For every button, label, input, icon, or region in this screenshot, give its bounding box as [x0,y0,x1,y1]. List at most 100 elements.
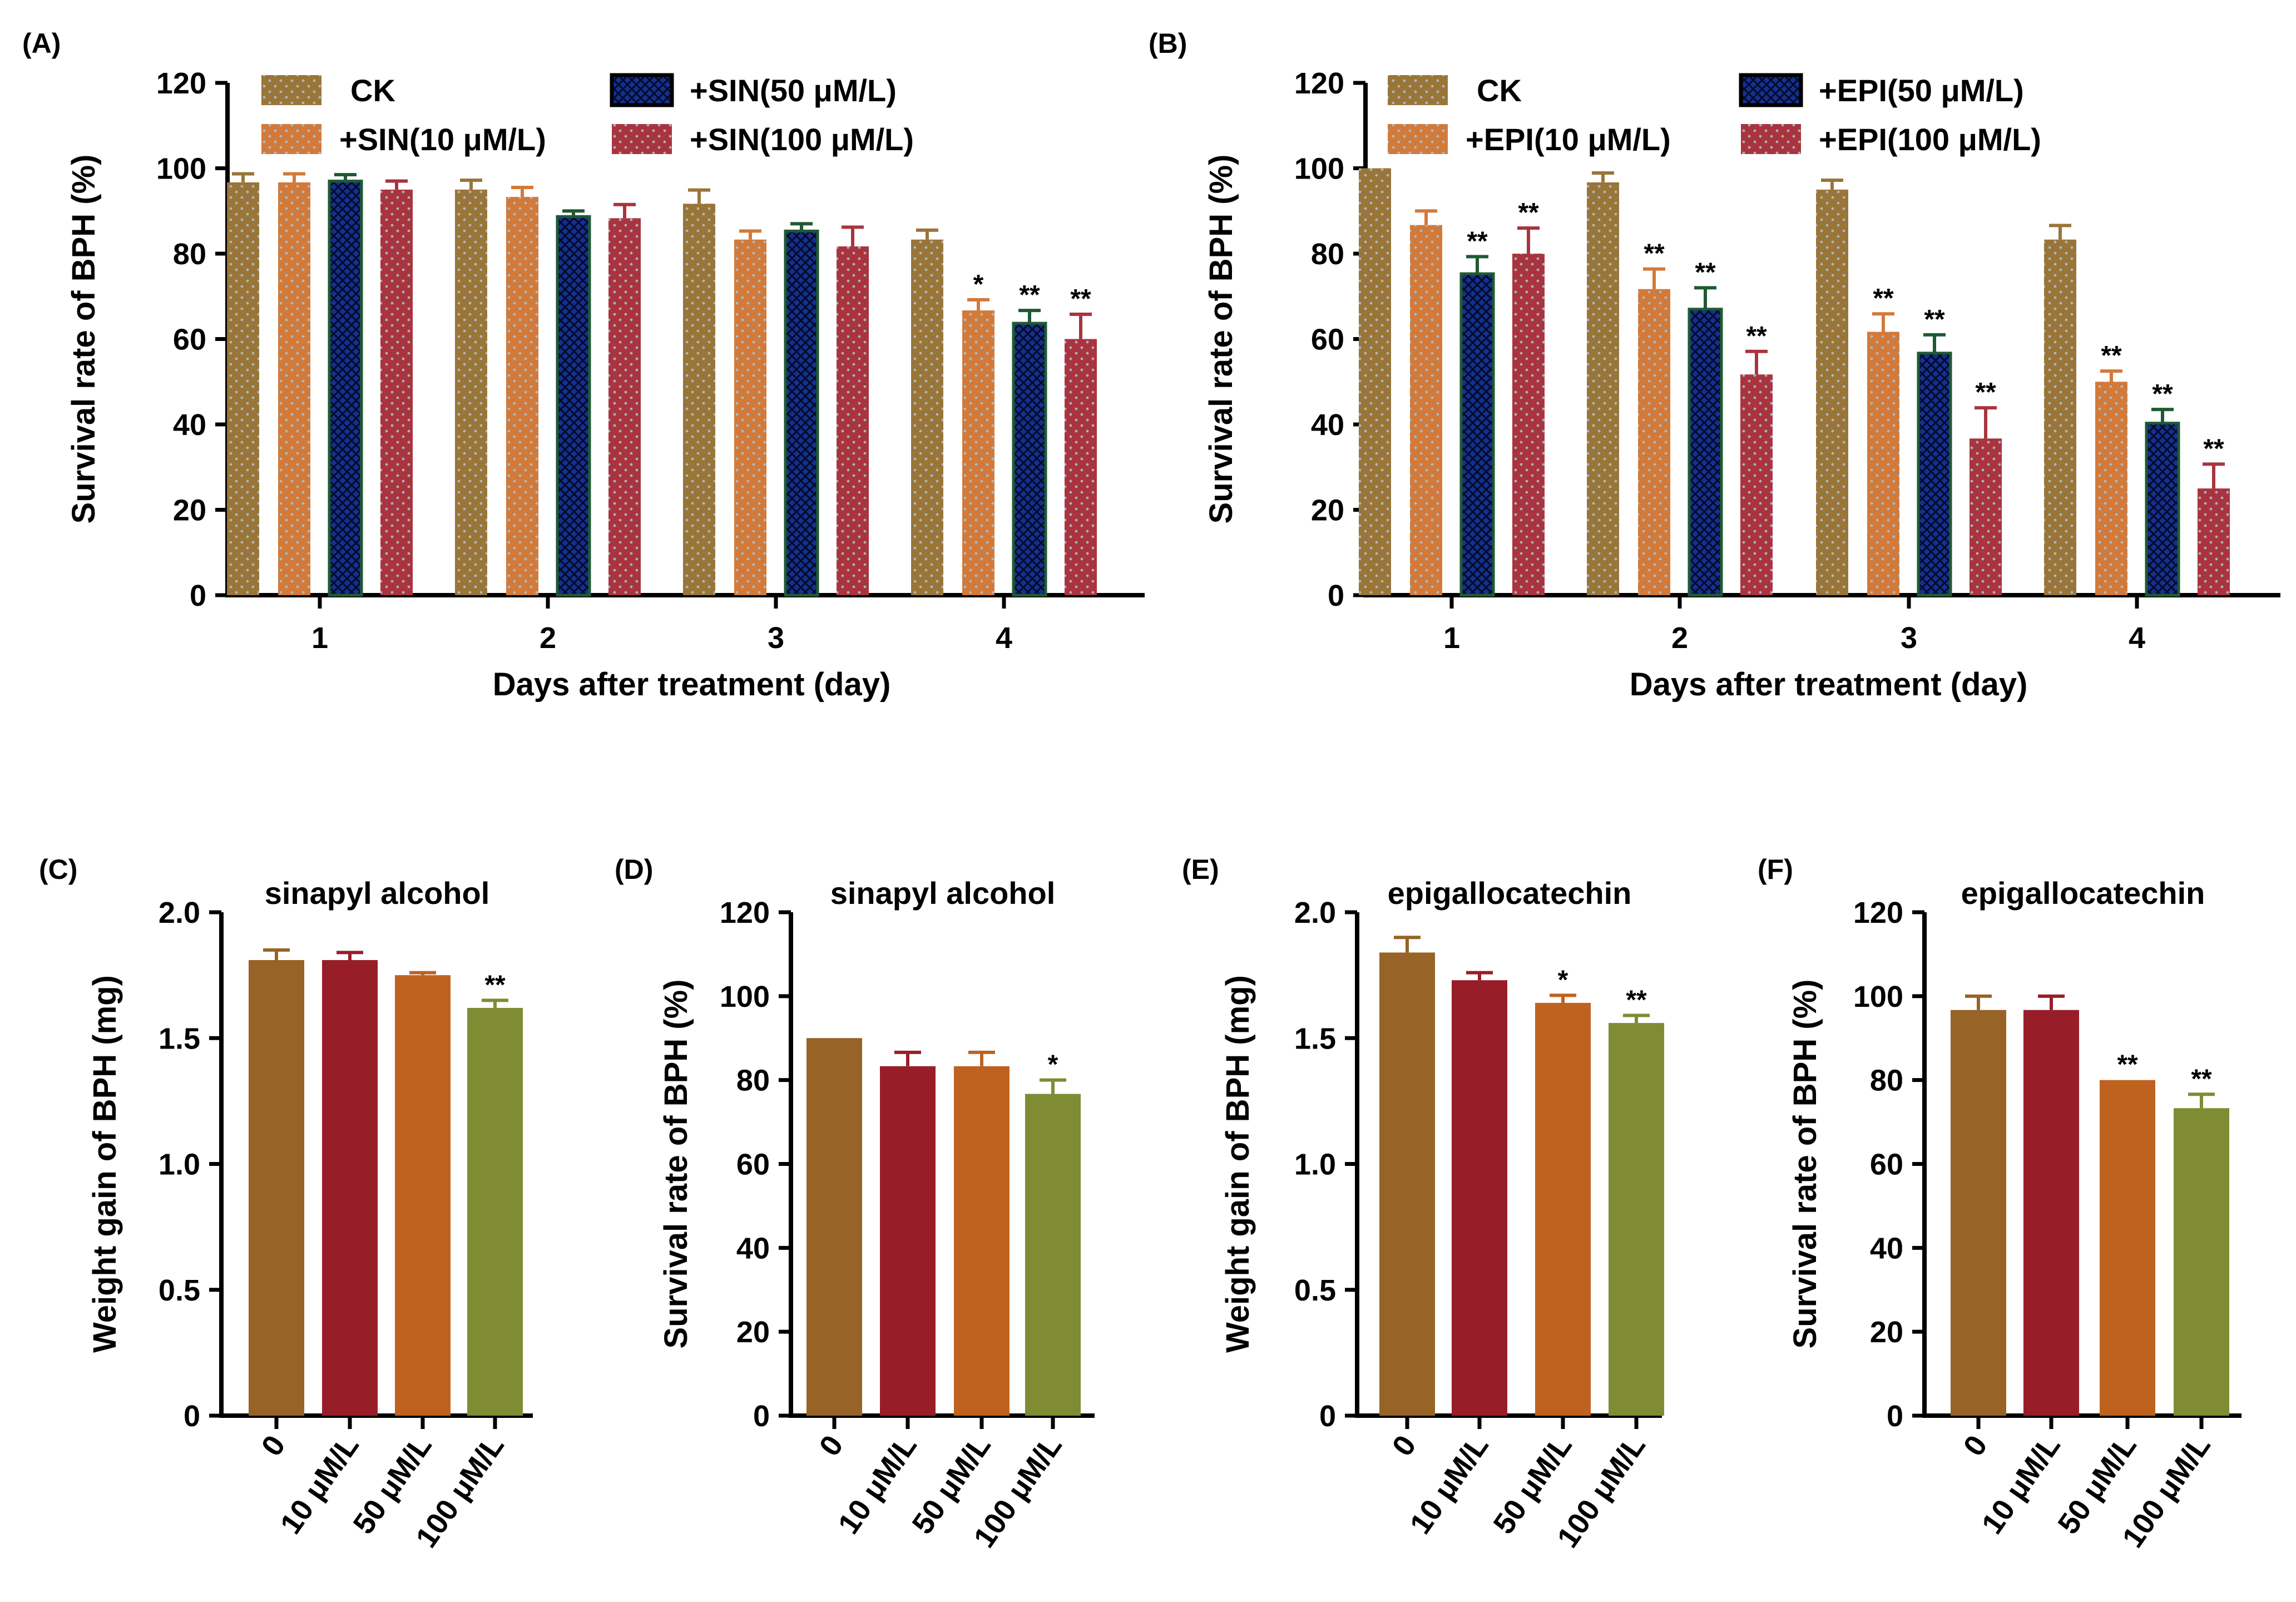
bar-ck-day4 [2044,239,2076,595]
bar-100-m-l [1609,1023,1664,1416]
bar-sin-50-m-l-day1 [328,180,363,597]
panel-label: (F) [1758,854,1793,885]
y-tick-label: 120 [1853,896,1903,929]
panel-a: (A) 0 20 40 60 80 100 120 Survival rate of BPH (… [22,28,1145,703]
y-tick-label: 60 [1870,1148,1903,1181]
y-tick-label: 100 [156,152,206,186]
bar-100-m-l [1025,1094,1081,1416]
bar-ck-day3 [1816,189,1848,595]
legend-label-epi-100-m-l: +EPI(100 μM/L) [1819,122,2041,157]
bar-sin-50-m-l-day3 [784,229,819,597]
bar-50-m-l [2100,1080,2155,1416]
bar-sin-100-m-l-day2 [608,218,641,595]
bar-epi-100-m-l-day2 [1740,374,1773,595]
y-tick-label: 0 [190,579,206,612]
x-tick-label: 0 [813,1429,849,1462]
legend-label-epi-10-m-l: +EPI(10 μM/L) [1466,122,1671,157]
x-axis-title: Days after treatment (day) [1630,666,2028,703]
significance-mark: * [973,270,984,299]
y-axis-title: Weight gain of BPH (mg) [1220,975,1256,1353]
y-tick-label: 0.5 [159,1274,200,1307]
legend-swatch-sin-100-m-l [612,124,672,154]
bar-sin-100-m-l-day1 [380,189,413,595]
bar-50-m-l [954,1066,1010,1416]
y-tick-label: 100 [1853,980,1903,1013]
x-tick-label: 3 [1901,621,1917,655]
y-tick-label: 60 [736,1148,770,1181]
bar-epi-10-m-l-day4 [2095,382,2127,595]
significance-mark: ** [1695,258,1716,287]
bar-10-m-l [880,1066,936,1416]
y-tick-label: 1.0 [1294,1148,1336,1181]
y-tick-label: 1.5 [1294,1022,1336,1055]
x-tick-label: 4 [2129,621,2145,655]
y-tick-label: 120 [720,896,770,929]
legend-label-ck: CK [1477,73,1522,108]
y-tick-label: 1.0 [159,1148,200,1181]
panel-title: epigallocatechin [1961,876,2205,911]
x-tick-label: 1 [311,621,328,655]
legend-swatch-sin-50-m-l [610,73,674,107]
y-tick-label: 100 [1294,152,1344,186]
x-tick-label: 1 [1443,621,1460,655]
bar-epi-10-m-l-day3 [1867,332,1899,595]
y-tick-label: 80 [1311,238,1344,271]
legend-label-sin-100-m-l: +SIN(100 μM/L) [690,122,914,157]
bar-sin-100-m-l-day4 [1065,339,1097,595]
bar-ck-day2 [1587,182,1619,595]
legend-label-sin-50-m-l: +SIN(50 μM/L) [690,73,897,108]
y-axis-title: Survival rate of BPH (%) [66,155,102,524]
x-tick-label: 0 [1385,1429,1422,1462]
significance-mark: * [1558,965,1568,995]
x-tick-label: 0 [1957,1429,1993,1462]
y-tick-label: 1.5 [159,1022,200,1055]
legend-swatch-ck [1388,75,1448,105]
legend-label-epi-50-m-l: +EPI(50 μM/L) [1819,73,2024,108]
legend-swatch-sin-10-m-l [261,124,321,154]
x-tick-label: 3 [768,621,784,655]
bar-50-m-l [1535,1002,1591,1416]
significance-mark: ** [1626,986,1647,1015]
y-axis-title: Survival rate of BPH (%) [1203,155,1239,524]
bar-epi-100-m-l-day4 [2198,488,2230,595]
bar-epi-100-m-l-day3 [1970,438,2002,595]
bar-ck-day2 [455,189,487,595]
bar-0 [1379,952,1435,1416]
significance-mark: ** [2117,1050,2138,1080]
significance-mark: ** [1873,284,1894,313]
bar-sin-10-m-l-day1 [278,182,310,595]
x-tick-label: 4 [996,621,1012,655]
x-axis-title: Days after treatment (day) [493,666,891,703]
significance-mark: ** [2191,1064,2212,1094]
panel-title: epigallocatechin [1388,876,1632,911]
bar-0 [1951,1010,2006,1416]
bar-10-m-l [2023,1010,2079,1416]
significance-mark: ** [1644,239,1665,269]
panel-label: (E) [1182,854,1219,885]
bar-epi-50-m-l-day2 [1688,308,1723,597]
significance-mark: * [1048,1050,1058,1080]
bar-10-m-l [1452,980,1507,1416]
panel-label: (D) [615,854,653,885]
y-tick-label: 20 [173,494,206,527]
y-tick-label: 40 [1870,1232,1903,1265]
significance-mark: ** [2203,434,2224,463]
significance-mark: ** [2101,341,2122,370]
y-tick-label: 40 [173,408,206,442]
bar-100-m-l [467,1007,523,1416]
panel-title: sinapyl alcohol [265,876,490,911]
panel-f: (F) epigallocatechin 0 20 40 60 80 100 120 Surviv… [1758,854,2241,1554]
y-tick-label: 2.0 [1294,896,1336,929]
panel-title: sinapyl alcohol [830,876,1056,911]
panel-c: (C) sinapyl alcohol 0 0.5 1.0 1.5 2.0 Weight ga… [39,854,533,1554]
y-tick-label: 120 [156,67,206,100]
significance-mark: ** [1070,284,1091,314]
panel-label: (C) [39,854,77,885]
bar-sin-50-m-l-day2 [556,215,591,597]
y-tick-label: 100 [720,980,770,1013]
y-tick-label: 20 [1311,494,1344,527]
bar-ck-day1 [1359,168,1391,595]
y-tick-label: 60 [173,323,206,357]
significance-mark: ** [1975,378,1996,407]
